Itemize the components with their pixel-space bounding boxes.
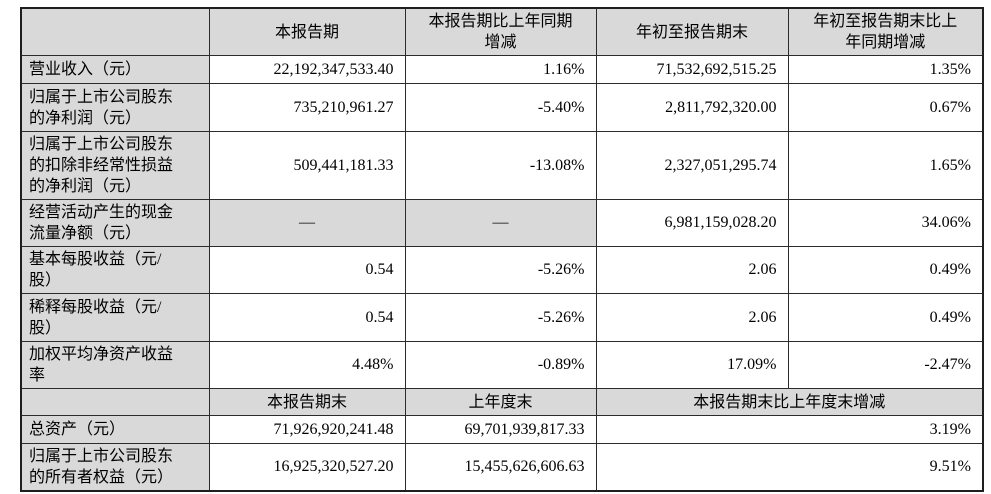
column-header-year-to-date-yoy-change: 年初至报告期末比上 年同期增减: [787, 7, 984, 56]
cell-value: 2.06: [595, 246, 789, 294]
table-row-total-assets: 总资产（元） 71,926,920,241.48 69,701,939,817.…: [20, 415, 984, 444]
row-label: 加权平均净资产收益 率: [20, 341, 210, 389]
cell-value: 4.48%: [208, 341, 406, 389]
column-header-period-end-vs-year-end-change: 本报告期末比上年度末增减: [595, 388, 984, 416]
cell-value: 9.51%: [595, 443, 984, 492]
row-label: 营业收入（元）: [20, 55, 210, 84]
cell-value: -13.08%: [404, 131, 597, 200]
cell-value: 6,981,159,028.20: [595, 199, 789, 247]
top-header-row: 本报告期 本报告期比上年同期 增减 年初至报告期末 年初至报告期末比上 年同期增…: [20, 7, 984, 56]
header-corner-cell: [20, 388, 210, 416]
table-row-net-profit: 归属于上市公司股东 的净利润（元） 735,210,961.27 -5.40% …: [20, 83, 984, 132]
table-row-weighted-average-roe: 加权平均净资产收益 率 4.48% -0.89% 17.09% -2.47%: [20, 341, 984, 389]
cell-value: 15,455,626,606.63: [404, 443, 597, 492]
table-row-shareholders-equity: 归属于上市公司股东 的所有者权益（元） 16,925,320,527.20 15…: [20, 443, 984, 492]
cell-value: 1.65%: [787, 131, 984, 200]
column-header-end-of-period: 本报告期末: [208, 388, 406, 416]
cell-value: 71,532,692,515.25: [595, 55, 789, 84]
cell-value: 17.09%: [595, 341, 789, 389]
row-label: 归属于上市公司股东 的净利润（元）: [20, 83, 210, 132]
table-row-diluted-eps: 稀释每股收益（元/ 股） 0.54 -5.26% 2.06 0.49%: [20, 293, 984, 342]
row-label: 归属于上市公司股东 的扣除非经常性损益 的净利润（元）: [20, 131, 210, 200]
cell-not-applicable: —: [208, 199, 406, 247]
column-header-current-period-yoy-change: 本报告期比上年同期 增减: [404, 7, 597, 56]
cell-value: 0.54: [208, 246, 406, 294]
row-label: 稀释每股收益（元/ 股）: [20, 293, 210, 342]
cell-value: 3.19%: [595, 415, 984, 444]
table-row-net-profit-excl-nonrecurring: 归属于上市公司股东 的扣除非经常性损益 的净利润（元） 509,441,181.…: [20, 131, 984, 200]
header-corner-cell: [20, 7, 210, 56]
row-label: 归属于上市公司股东 的所有者权益（元）: [20, 443, 210, 492]
cell-value: -5.26%: [404, 246, 597, 294]
table-row-basic-eps: 基本每股收益（元/ 股） 0.54 -5.26% 2.06 0.49%: [20, 246, 984, 294]
cell-value: 69,701,939,817.33: [404, 415, 597, 444]
cell-value: 22,192,347,533.40: [208, 55, 406, 84]
cell-value: 34.06%: [787, 199, 984, 247]
cell-value: -2.47%: [787, 341, 984, 389]
bottom-header-row: 本报告期末 上年度末 本报告期末比上年度末增减: [20, 388, 984, 416]
cell-value: 2,811,792,320.00: [595, 83, 789, 132]
cell-not-applicable: —: [404, 199, 597, 247]
cell-value: 71,926,920,241.48: [208, 415, 406, 444]
cell-value: -5.26%: [404, 293, 597, 342]
row-label: 基本每股收益（元/ 股）: [20, 246, 210, 294]
financial-summary-table: 本报告期 本报告期比上年同期 增减 年初至报告期末 年初至报告期末比上 年同期增…: [20, 7, 984, 492]
cell-value: 0.49%: [787, 293, 984, 342]
cell-value: 0.54: [208, 293, 406, 342]
cell-value: 16,925,320,527.20: [208, 443, 406, 492]
cell-value: 0.67%: [787, 83, 984, 132]
table-row-operating-cash-flow: 经营活动产生的现金 流量净额（元） — — 6,981,159,028.20 3…: [20, 199, 984, 247]
column-header-current-period: 本报告期: [208, 7, 406, 56]
cell-value: 0.49%: [787, 246, 984, 294]
cell-value: 1.16%: [404, 55, 597, 84]
cell-value: 509,441,181.33: [208, 131, 406, 200]
cell-value: 2.06: [595, 293, 789, 342]
cell-value: 1.35%: [787, 55, 984, 84]
cell-value: 735,210,961.27: [208, 83, 406, 132]
cell-value: -0.89%: [404, 341, 597, 389]
cell-value: -5.40%: [404, 83, 597, 132]
column-header-end-of-last-year: 上年度末: [404, 388, 597, 416]
row-label: 总资产（元）: [20, 415, 210, 444]
table-row-operating-revenue: 营业收入（元） 22,192,347,533.40 1.16% 71,532,6…: [20, 55, 984, 84]
cell-value: 2,327,051,295.74: [595, 131, 789, 200]
column-header-year-to-date: 年初至报告期末: [595, 7, 789, 56]
row-label: 经营活动产生的现金 流量净额（元）: [20, 199, 210, 247]
